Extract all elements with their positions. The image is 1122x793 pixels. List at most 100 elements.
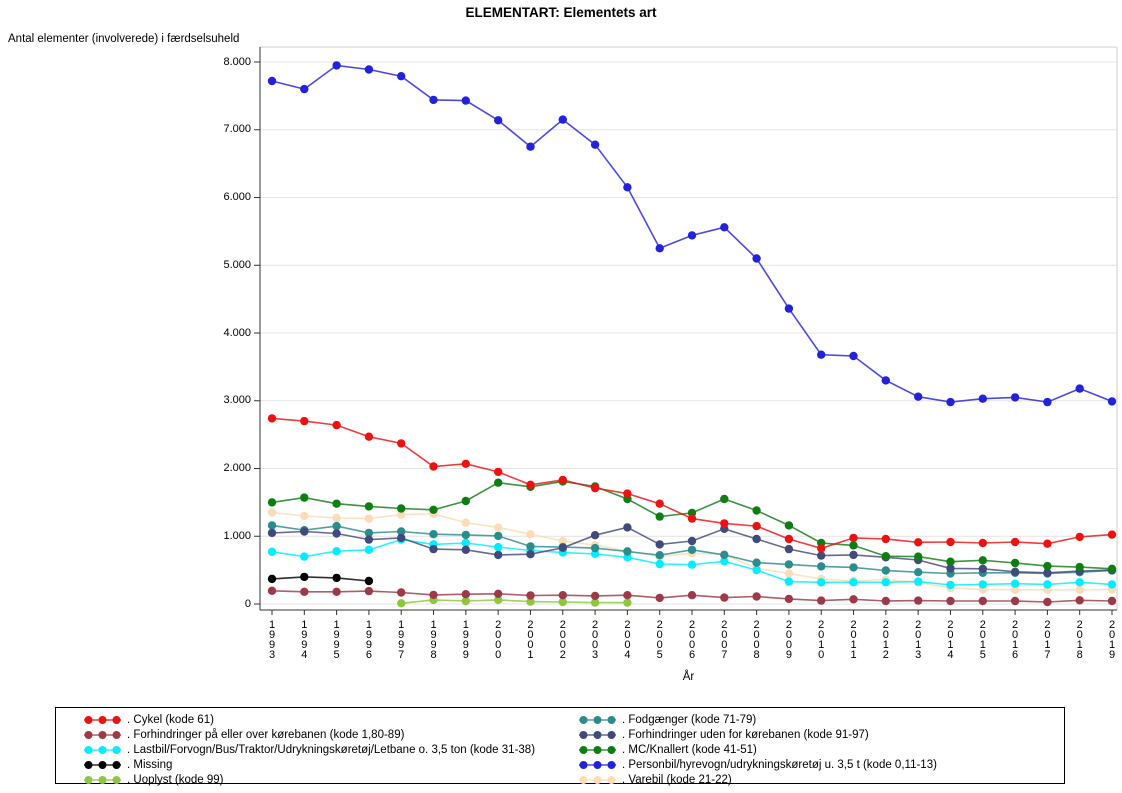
series-point-mc <box>397 504 406 513</box>
series-point-forhindringer_paa <box>784 594 794 604</box>
series-point-cykel <box>914 538 923 547</box>
series-point-lastbil <box>655 559 664 569</box>
series-point-personbil <box>397 72 406 81</box>
x-axis-tick-label: 2 0 0 9 <box>785 619 792 661</box>
series-point-forhindringer_uden <box>494 550 503 560</box>
series-point-mc <box>914 552 923 561</box>
series-point-cykel <box>558 475 567 485</box>
series-point-personbil <box>526 142 535 151</box>
series-point-varebil <box>267 508 277 517</box>
legend-item-forhindringer_uden: . Forhindringer uden for kørebanen (kode… <box>579 728 869 743</box>
series-point-personbil <box>1075 384 1084 393</box>
series-point-lastbil <box>817 578 826 587</box>
series-point-varebil <box>494 523 503 532</box>
x-axis-tick-label: 2 0 0 2 <box>559 619 566 661</box>
series-point-mc <box>300 493 309 502</box>
series-point-forhindringer_paa <box>623 591 632 600</box>
series-point-forhindringer_uden <box>655 540 664 549</box>
series-point-mc <box>1107 564 1117 573</box>
series-point-forhindringer_uden <box>978 564 987 573</box>
series-point-forhindringer_uden <box>300 527 309 536</box>
series-point-cykel <box>526 480 535 489</box>
series-point-fodgaenger <box>397 527 406 536</box>
series-point-cykel <box>300 416 309 426</box>
series-point-fodgaenger <box>881 566 890 575</box>
y-axis-tick-label: 1.000 <box>223 529 251 542</box>
series-point-lastbil <box>946 580 955 590</box>
line-chart-canvas <box>254 46 1118 615</box>
series-point-forhindringer_paa <box>817 596 826 605</box>
series-point-cykel <box>655 499 664 508</box>
series-point-mc <box>461 496 470 506</box>
series-point-mc <box>978 556 987 565</box>
x-axis-tick-label: 1 9 9 3 <box>268 619 276 661</box>
series-point-forhindringer_uden <box>267 528 277 538</box>
series-point-personbil <box>784 304 794 313</box>
x-axis-tick-label: 2 0 0 7 <box>721 619 728 661</box>
series-point-cykel <box>784 534 794 544</box>
legend-label: . MC/Knallert (kode 41-51) <box>622 744 757 756</box>
x-axis-tick-label: 2 0 1 7 <box>1044 619 1051 661</box>
series-point-lastbil <box>1010 579 1020 588</box>
series-point-varebil <box>1075 585 1084 594</box>
series-point-forhindringer_uden <box>687 536 697 546</box>
x-axis-title: År <box>260 671 1117 683</box>
series-point-lastbil <box>687 560 697 569</box>
x-axis-tick-label: 2 0 1 4 <box>947 619 954 661</box>
x-axis-tick-label: 2 0 0 5 <box>656 619 663 661</box>
series-point-fodgaenger <box>687 545 697 554</box>
x-axis-tick-label: 2 0 1 6 <box>1012 619 1019 661</box>
series-point-fodgaenger <box>849 563 858 572</box>
series-point-forhindringer_paa <box>881 596 890 606</box>
series-point-cykel <box>817 544 826 553</box>
series-point-cykel <box>461 459 470 468</box>
series-point-fodgaenger <box>267 521 277 530</box>
series-point-forhindringer_paa <box>1010 596 1020 606</box>
series-point-personbil <box>590 140 600 149</box>
chart-title: ELEMENTART: Elementets art <box>465 5 657 20</box>
series-point-personbil <box>1043 397 1052 407</box>
series-point-varebil <box>526 530 535 539</box>
series-point-forhindringer_paa <box>1107 596 1117 606</box>
x-axis-tick-label: 2 0 1 1 <box>850 619 857 661</box>
series-point-cykel <box>978 538 987 548</box>
legend-item-varebil: . Varebil (kode 21-22) <box>579 773 732 788</box>
series-point-forhindringer_paa <box>978 596 987 606</box>
x-axis-tick-label: 2 0 1 9 <box>1108 619 1116 661</box>
series-point-forhindringer_paa <box>364 586 374 596</box>
series-point-cykel <box>364 432 374 441</box>
series-point-personbil <box>720 223 729 232</box>
series-point-fodgaenger <box>461 530 470 540</box>
series-point-mc <box>784 521 794 530</box>
series-point-forhindringer_uden <box>461 545 470 554</box>
series-point-mc <box>429 505 438 514</box>
y-axis-tick-label: 8.000 <box>223 55 251 68</box>
x-axis-tick-label: 2 0 0 3 <box>592 619 599 661</box>
series-point-forhindringer_paa <box>558 591 567 600</box>
series-point-personbil <box>267 76 277 86</box>
series-point-personbil <box>946 397 955 407</box>
series-point-cykel <box>849 533 858 543</box>
series-point-fodgaenger <box>784 560 794 569</box>
series-point-cykel <box>623 489 632 498</box>
x-axis-tick-label: 2 0 1 5 <box>979 619 986 661</box>
series-point-uoplyst <box>397 599 406 608</box>
series-point-forhindringer_paa <box>914 596 923 605</box>
series-point-varebil <box>558 536 567 546</box>
series-point-personbil <box>623 183 632 192</box>
series-point-uoplyst <box>461 596 470 606</box>
series-point-forhindringer_paa <box>752 592 761 601</box>
series-point-cykel <box>267 414 277 423</box>
series-point-lastbil <box>267 547 277 556</box>
legend-marker-personbil <box>579 761 616 769</box>
x-axis-title-text: År <box>682 671 695 683</box>
series-point-mc <box>752 506 761 515</box>
series-point-varebil <box>784 569 794 578</box>
series-point-fodgaenger <box>526 542 535 551</box>
series-point-cykel <box>332 420 341 430</box>
legend-marker-uoplyst <box>84 776 121 784</box>
x-axis-tick-label: 1 9 9 6 <box>365 619 372 661</box>
series-point-lastbil <box>1043 580 1052 589</box>
series-point-fodgaenger <box>817 562 826 571</box>
